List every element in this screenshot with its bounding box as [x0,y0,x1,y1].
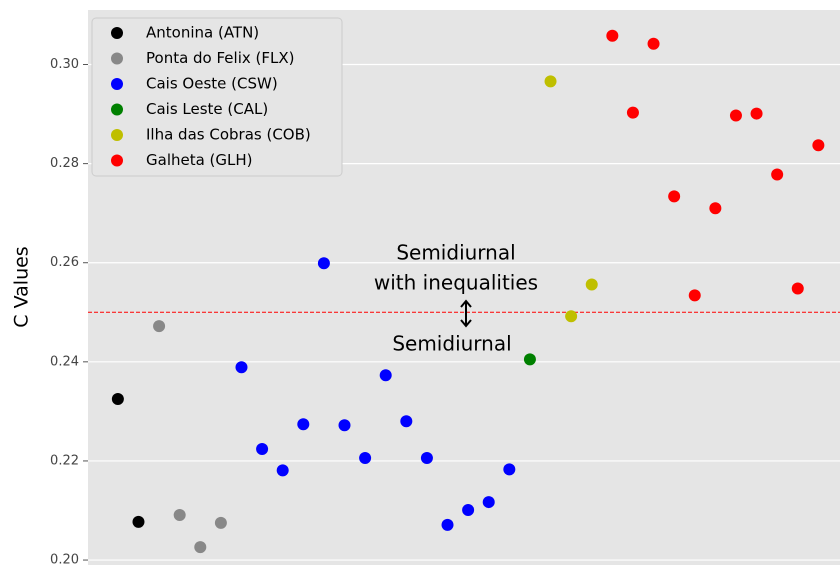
y-tick-label: 0.28 [50,156,79,171]
point [256,443,269,456]
y-axis-label: C Values [11,246,33,327]
point [194,541,207,554]
point [338,419,351,432]
legend-marker [111,52,123,65]
point [750,107,763,120]
legend-marker [111,27,123,39]
legend-marker [111,154,123,167]
point [812,139,825,152]
legend-label: Ponta do Felix (FLX) [146,49,294,67]
point [771,168,784,181]
point [791,282,804,295]
legend-label: Cais Leste (CAL) [146,100,268,118]
legend-label: Galheta (GLH) [146,151,253,169]
point [729,109,742,122]
point [544,75,557,88]
point [173,508,186,521]
y-tick-label: 0.30 [50,57,79,72]
y-tick-label: 0.26 [50,255,79,270]
point [214,516,227,529]
point [276,464,289,477]
annotation: Semidiurnal [396,241,515,265]
point [688,289,701,302]
point [359,451,372,464]
point [153,320,166,333]
point [297,418,310,431]
point [420,451,433,464]
point [111,392,124,405]
point [606,29,619,42]
point [235,361,248,374]
legend-label: Ilha das Cobras (COB) [146,126,311,144]
point [647,37,660,50]
annotation: with inequalities [374,271,538,295]
legend-label: Antonina (ATN) [146,24,259,42]
arrow [460,299,472,328]
y-tick-label: 0.24 [50,354,79,369]
y-tick-label: 0.20 [50,553,79,565]
point [441,518,454,531]
point [462,503,475,516]
point [626,106,639,119]
y-tick-label: 0.22 [50,453,79,468]
point [317,257,330,270]
legend-label: Cais Oeste (CSW) [146,75,278,93]
point [523,353,536,366]
point [709,202,722,215]
annotation: Semidiurnal [392,332,511,356]
point [668,190,681,203]
point [400,415,413,428]
legend-marker [111,78,123,90]
point [565,310,578,323]
point [379,369,392,382]
legend-marker [111,103,123,116]
point [585,278,598,291]
point [132,515,145,528]
legend-marker [111,129,123,141]
point [482,496,495,509]
legend-box [91,17,343,177]
point [503,463,516,476]
